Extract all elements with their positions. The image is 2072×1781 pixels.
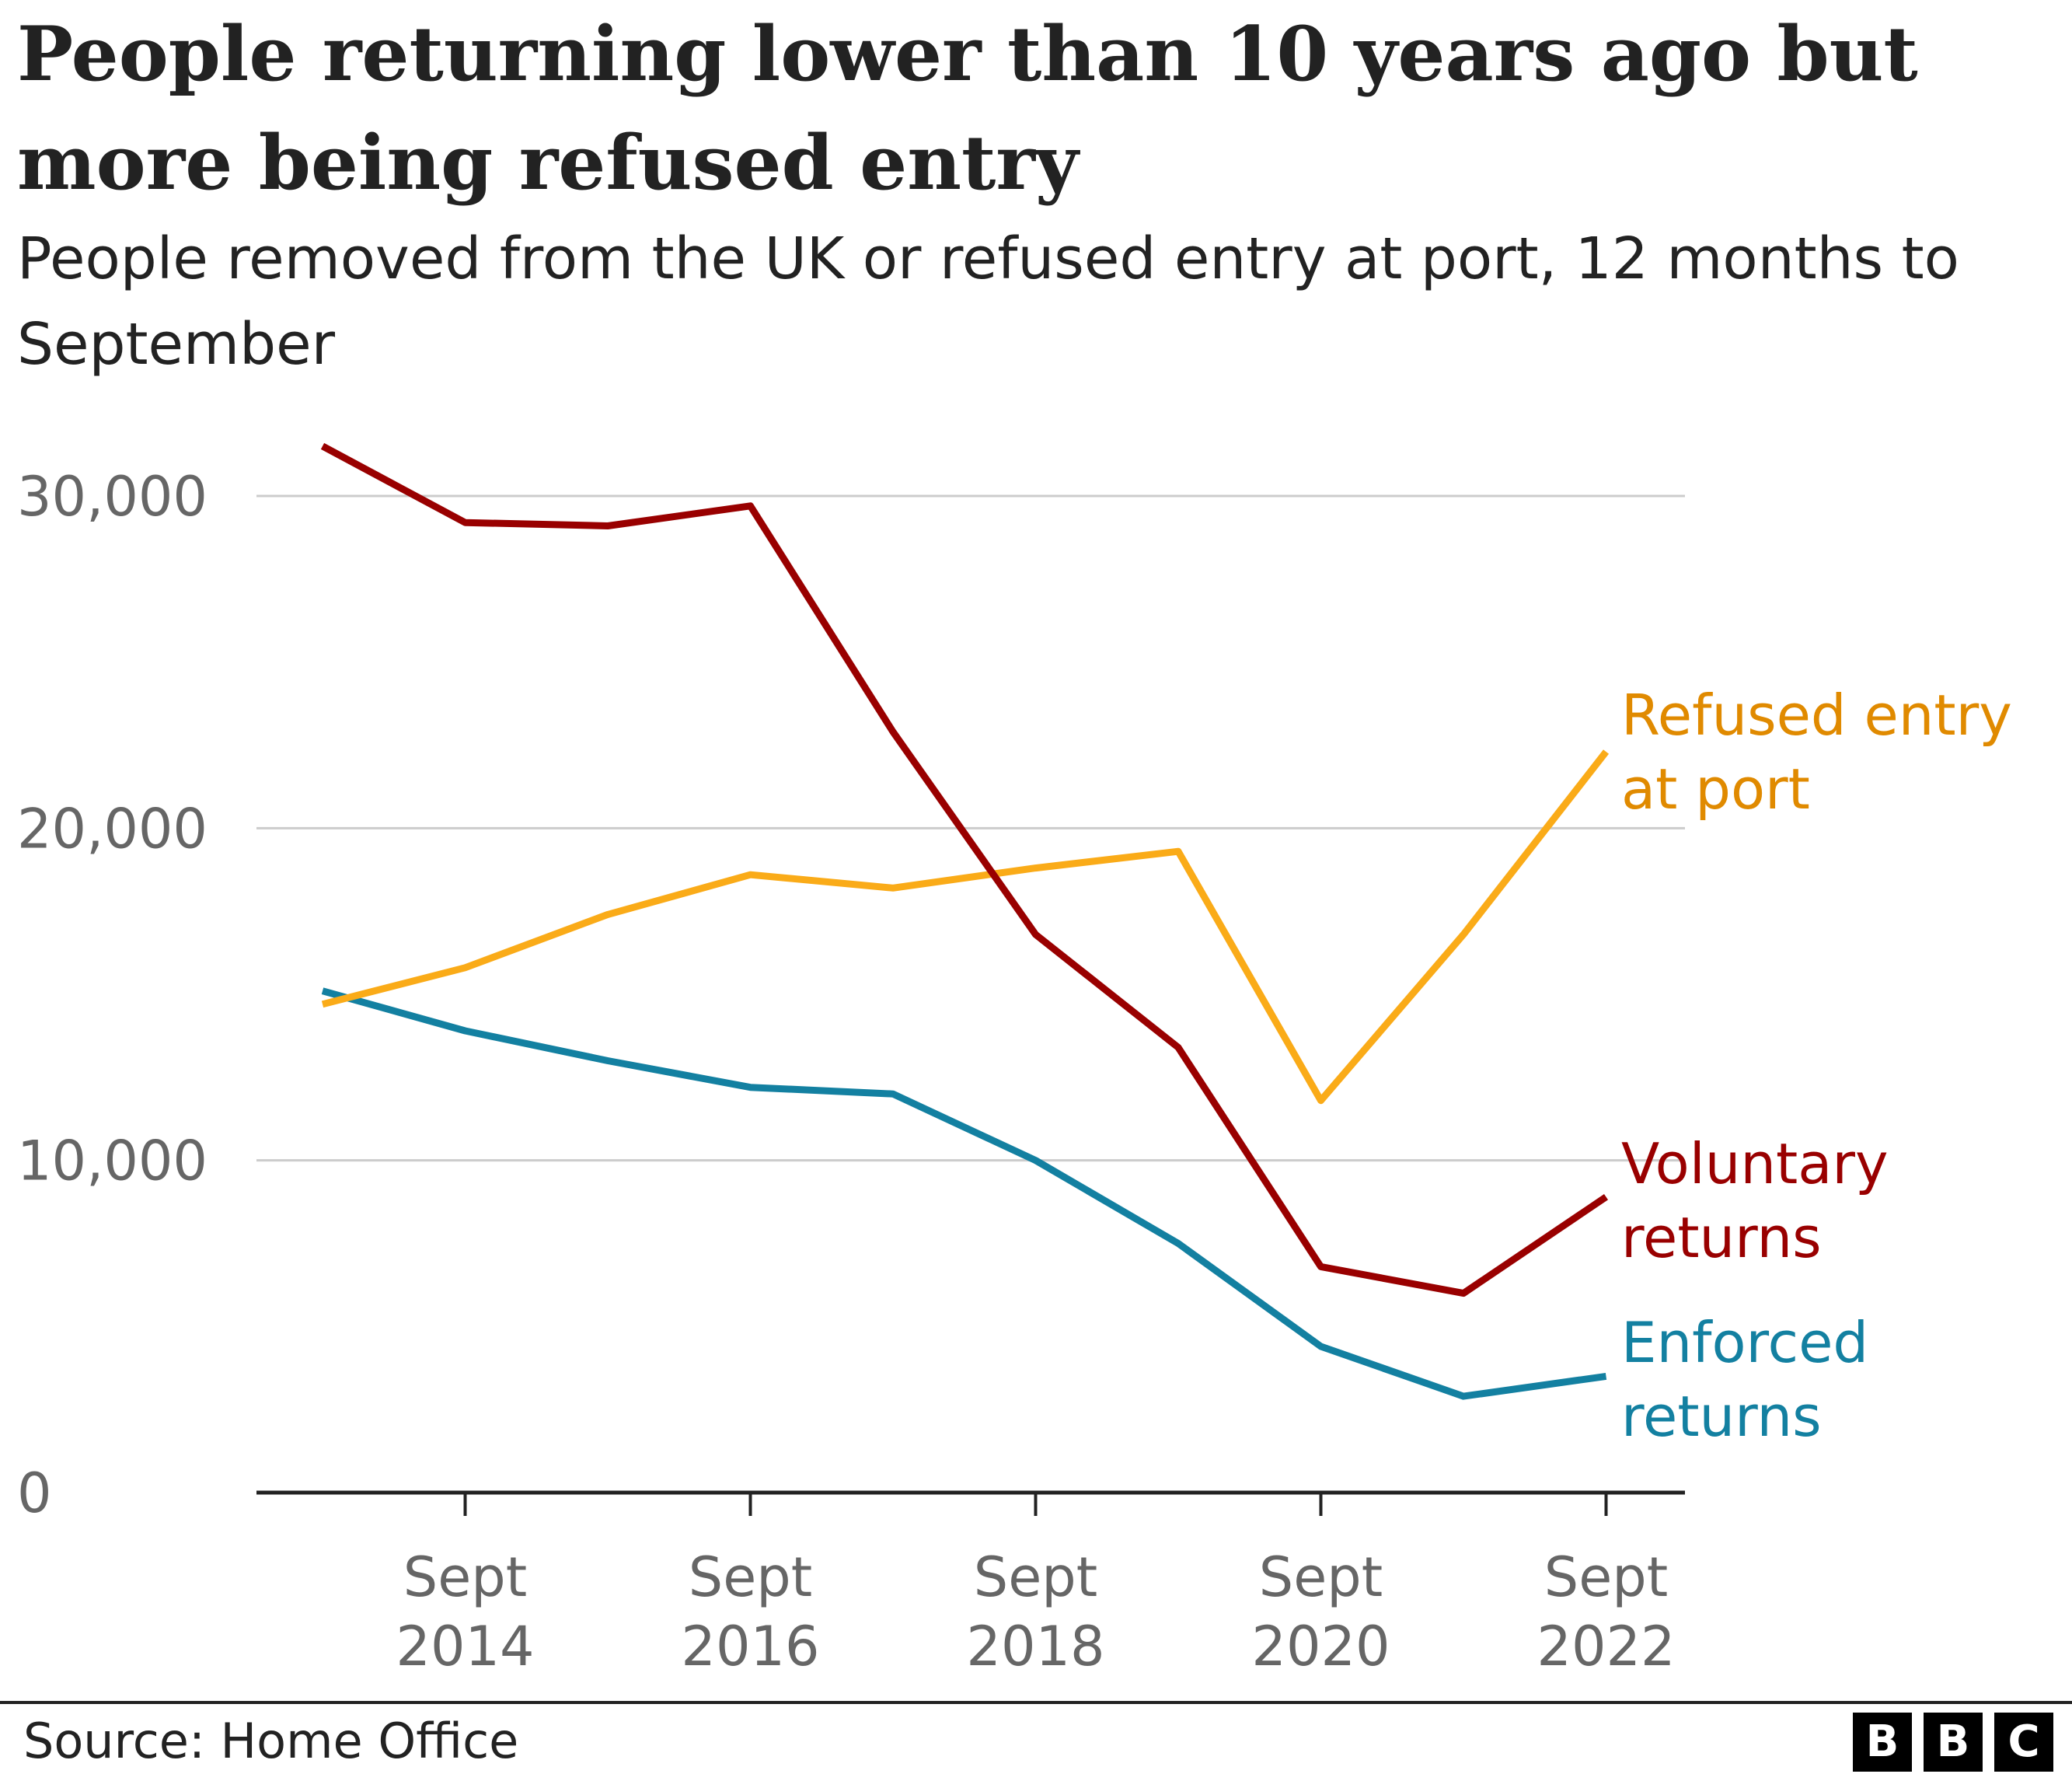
x-tick-label-year: 2016 — [681, 1615, 819, 1678]
chart-title: People returning lower than 10 years ago… — [17, 10, 1918, 207]
series-line-refused — [321, 749, 1610, 1105]
x-tick-label-year: 2014 — [396, 1615, 534, 1678]
x-tick-label-month: Sept — [974, 1545, 1097, 1609]
series-label-voluntary: returns — [1621, 1205, 1822, 1270]
footer-divider — [0, 1701, 2072, 1704]
x-tick-label-year: 2020 — [1251, 1615, 1390, 1678]
series-label-refused: at port — [1621, 756, 1810, 822]
x-tick-label-year: 2018 — [966, 1615, 1104, 1678]
x-tick-label-month: Sept — [1544, 1545, 1668, 1609]
y-tick-label: 20,000 — [17, 797, 208, 861]
series-label-enforced: returns — [1621, 1384, 1822, 1449]
y-axis-ticks: 0 10,000 20,000 30,000 — [17, 465, 208, 1525]
logo-letter-c: C — [1994, 1713, 2053, 1772]
x-tick-label-month: Sept — [1259, 1545, 1383, 1609]
series-label-refused: Refused entry — [1621, 683, 2012, 748]
y-tick-label: 10,000 — [17, 1130, 208, 1193]
source-note: Source: Home Office — [23, 1713, 519, 1769]
series-labels: Voluntary returns Refused entry at port Enfo… — [1621, 683, 2012, 1449]
series-lines — [320, 442, 1610, 1400]
series-label-voluntary: Voluntary — [1621, 1131, 1889, 1196]
chart-subtitle: People removed from the UK or refused en… — [17, 225, 1959, 378]
x-tick-label-year: 2022 — [1537, 1615, 1675, 1678]
y-tick-label: 30,000 — [17, 465, 208, 529]
bbc-logo: B B C — [1853, 1713, 2053, 1772]
y-tick-label: 0 — [17, 1461, 52, 1525]
series-label-enforced: Enforced — [1621, 1310, 1868, 1375]
series-line-voluntary — [320, 442, 1609, 1297]
x-tick-label-month: Sept — [689, 1545, 812, 1609]
logo-letter-b2: B — [1924, 1713, 1983, 1772]
gridlines — [256, 494, 1685, 1162]
logo-letter-b1: B — [1853, 1713, 1912, 1772]
series-line-enforced — [321, 987, 1607, 1400]
x-tick-label-month: Sept — [403, 1545, 527, 1609]
